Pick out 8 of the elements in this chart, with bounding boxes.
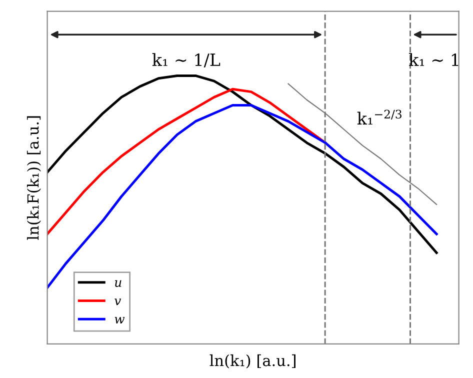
x-axis-title: ln(k₁) [a.u.] [210, 354, 296, 368]
y-axis-title: ln(k₁F(k₁)) [a.u.] [26, 116, 41, 240]
annotation: k₁$^{−2/3}$ [357, 110, 402, 125]
legend-label: u [114, 280, 122, 287]
text: k₁ ∼ 1/L [152, 53, 220, 68]
text: k₁ ∼ 1 [409, 53, 458, 66]
legend-label: v [114, 298, 122, 306]
legend-label: w [114, 316, 125, 324]
